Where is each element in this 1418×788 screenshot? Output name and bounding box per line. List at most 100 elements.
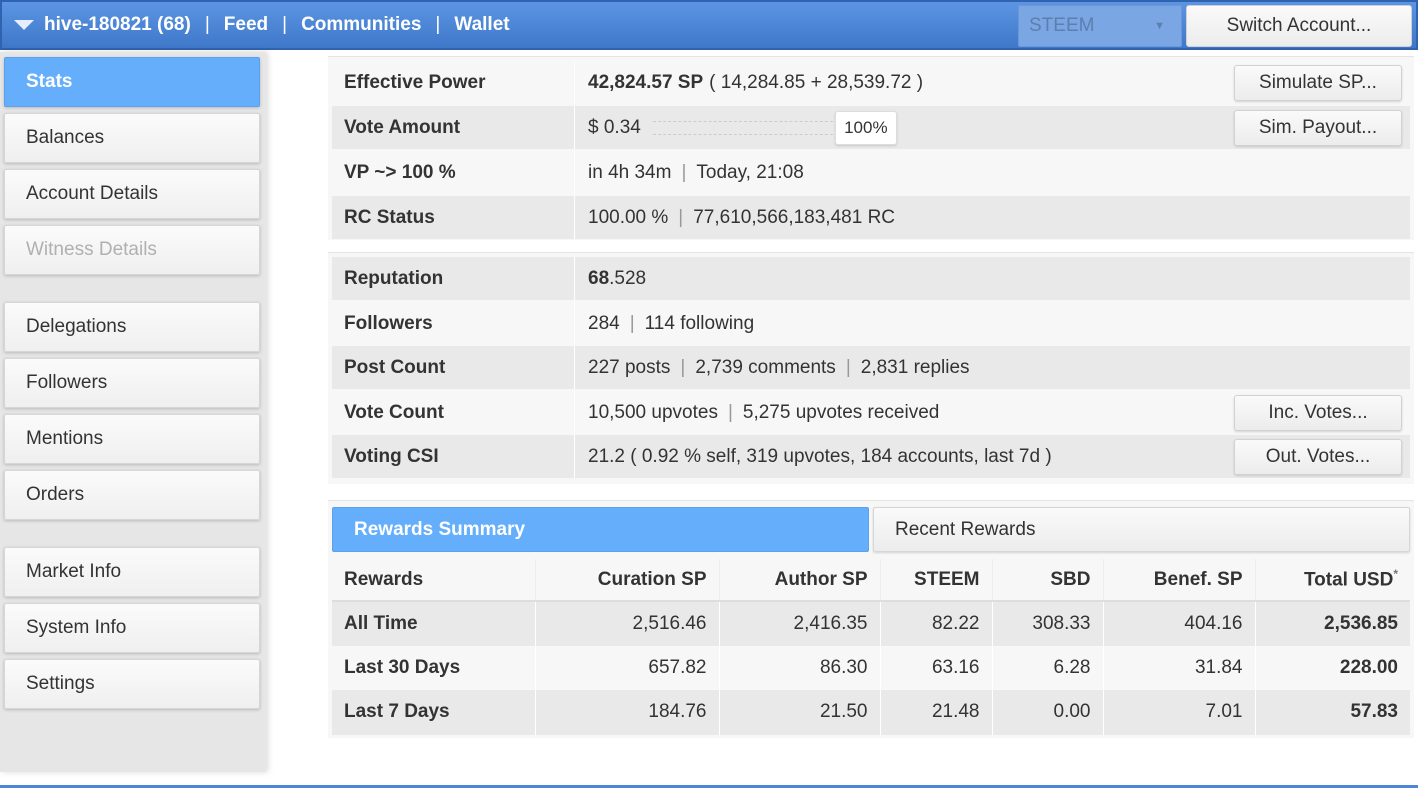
vote-amount-value-group: $ 0.34 100% (575, 110, 897, 145)
social-panel: Reputation 68.528 Followers 284 | 114 fo… (328, 252, 1414, 484)
followers-count: 284 (588, 312, 620, 334)
table-row: Last 30 Days 657.82 86.30 63.16 6.28 31.… (332, 645, 1410, 690)
nav-communities-link[interactable]: Communities (301, 14, 422, 35)
rc-status-value: 100.00 % (588, 206, 669, 228)
top-bar: hive-180821 (68) | Feed | Communities | … (0, 0, 1418, 50)
vote-amount-value: $ 0.34 (588, 116, 641, 138)
chain-select-value: STEEM (1029, 15, 1095, 36)
upvotes-received-count: 5,275 upvotes received (742, 401, 940, 423)
table-cell: 657.82 (534, 645, 719, 690)
effective-power-row: Effective Power 42,824.57 SP ( 14,284.85… (332, 61, 1410, 104)
table-cell: Last 30 Days (344, 656, 461, 678)
vp-value-time: Today, 21:08 (696, 161, 804, 183)
table-cell: 63.16 (879, 645, 992, 690)
vote-weight-percent[interactable]: 100% (834, 110, 897, 145)
table-cell-total: 57.83 (1254, 690, 1410, 735)
tab-recent-rewards[interactable]: Recent Rewards (873, 507, 1410, 552)
effective-power-detail: ( 14,284.85 + 28,539.72 ) (709, 71, 924, 93)
sidebar-item-system-info[interactable]: System Info (4, 603, 260, 653)
table-cell: 2,416.35 (718, 601, 880, 646)
reputation-fraction: .528 (609, 267, 647, 289)
nav-separator: | (204, 14, 210, 35)
reputation-value-group: 68.528 (575, 268, 646, 290)
stats-panel: Effective Power 42,824.57 SP ( 14,284.85… (328, 56, 1414, 240)
followers-row: Followers 284 | 114 following (332, 302, 1410, 345)
account-name-link[interactable]: hive-180821 (68) (44, 14, 191, 35)
table-cell: 0.00 (991, 690, 1103, 735)
chain-select[interactable]: STEEM ▼ (1018, 5, 1182, 47)
table-cell: 82.22 (879, 601, 992, 646)
column-header: Author SP (718, 559, 880, 602)
pipe-separator: | (680, 356, 686, 378)
pipe-separator: | (727, 401, 733, 423)
vote-count-label: Vote Count (332, 391, 575, 434)
column-header: Curation SP (534, 559, 719, 602)
table-cell-total: 228.00 (1254, 645, 1410, 690)
rc-status-row: RC Status 100.00 % | 77,610,566,183,481 … (332, 196, 1410, 239)
table-cell: 184.76 (534, 690, 719, 735)
vote-weight-slider[interactable] (652, 120, 833, 135)
pipe-separator: | (678, 206, 684, 228)
effective-power-value-group: 42,824.57 SP ( 14,284.85 + 28,539.72 ) (575, 72, 923, 94)
voting-csi-row: Voting CSI 21.2 ( 0.92 % self, 319 upvot… (332, 435, 1410, 478)
vote-count-row: Vote Count 10,500 upvotes | 5,275 upvote… (332, 391, 1410, 434)
sidebar-item-market-info[interactable]: Market Info (4, 547, 260, 597)
reputation-row: Reputation 68.528 (332, 257, 1410, 300)
sidebar-item-settings[interactable]: Settings (4, 659, 260, 709)
rewards-header-row: Rewards Curation SP Author SP STEEM SBD … (332, 559, 1410, 602)
pipe-separator: | (681, 161, 687, 183)
total-usd-header-label: Total USD (1303, 569, 1394, 591)
table-cell: 7.01 (1102, 690, 1255, 735)
table-cell: 21.48 (879, 690, 992, 735)
table-cell: 86.30 (718, 645, 880, 690)
table-row: All Time 2,516.46 2,416.35 82.22 308.33 … (332, 601, 1410, 646)
posts-count: 227 posts (588, 356, 671, 378)
rc-status-value-group: 100.00 % | 77,610,566,183,481 RC (575, 207, 895, 229)
sidebar-item-balances[interactable]: Balances (4, 113, 260, 163)
followers-label: Followers (332, 302, 575, 345)
sim-payout-button[interactable]: Sim. Payout... (1234, 110, 1402, 146)
post-count-label: Post Count (332, 346, 575, 389)
rc-status-label: RC Status (332, 196, 575, 239)
sidebar: Stats Balances Account Details Witness D… (0, 52, 266, 772)
top-nav: hive-180821 (68) | Feed | Communities | … (44, 14, 510, 36)
reputation-whole: 68 (588, 267, 610, 289)
out-votes-button[interactable]: Out. Votes... (1234, 439, 1402, 475)
rc-status-amount: 77,610,566,183,481 RC (693, 206, 896, 228)
vp-value: in 4h 34m (588, 161, 672, 183)
table-cell: 308.33 (991, 601, 1103, 646)
nav-wallet-link[interactable]: Wallet (454, 14, 510, 35)
vote-amount-label: Vote Amount (332, 106, 575, 149)
nav-separator: | (435, 14, 441, 35)
switch-account-button[interactable]: Switch Account... (1186, 5, 1412, 47)
simulate-sp-button[interactable]: Simulate SP... (1234, 65, 1402, 101)
account-menu-caret-icon[interactable] (14, 20, 34, 30)
upvotes-count: 10,500 upvotes (588, 401, 718, 423)
effective-power-value: 42,824.57 SP (588, 71, 704, 93)
post-count-value-group: 227 posts | 2,739 comments | 2,831 repli… (575, 357, 970, 379)
replies-count: 2,831 replies (860, 356, 970, 378)
table-cell: 6.28 (991, 645, 1103, 690)
nav-feed-link[interactable]: Feed (223, 14, 269, 35)
sidebar-item-followers[interactable]: Followers (4, 358, 260, 408)
vote-amount-row: Vote Amount $ 0.34 100% Sim. Payout... (332, 106, 1410, 149)
tab-rewards-summary[interactable]: Rewards Summary (332, 507, 869, 552)
sidebar-item-stats[interactable]: Stats (4, 57, 260, 107)
sidebar-item-delegations[interactable]: Delegations (4, 302, 260, 352)
vp-value-group: in 4h 34m | Today, 21:08 (575, 162, 804, 184)
following-count: 114 following (644, 312, 755, 334)
reputation-label: Reputation (332, 257, 575, 300)
chevron-down-icon: ▼ (1154, 20, 1165, 32)
rewards-table: Rewards Curation SP Author SP STEEM SBD … (332, 559, 1410, 735)
table-cell: Last 7 Days (332, 690, 535, 735)
vp-label: VP ~> 100 % (332, 151, 575, 194)
inc-votes-button[interactable]: Inc. Votes... (1234, 395, 1402, 431)
sidebar-item-account-details[interactable]: Account Details (4, 169, 260, 219)
bottom-border (0, 785, 1418, 788)
column-header: Rewards (332, 559, 535, 602)
sidebar-item-orders[interactable]: Orders (4, 470, 260, 520)
sidebar-item-witness-details: Witness Details (4, 225, 260, 275)
sidebar-item-mentions[interactable]: Mentions (4, 414, 260, 464)
pipe-separator: | (629, 312, 635, 334)
effective-power-label: Effective Power (332, 61, 575, 104)
